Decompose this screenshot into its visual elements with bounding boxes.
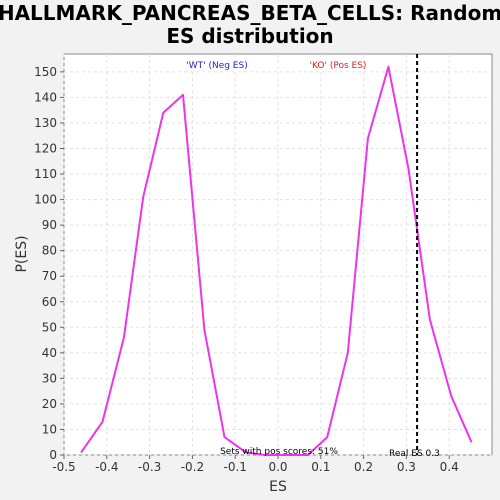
y-tick-label: 10 — [42, 422, 57, 436]
legend-neg-es: 'WT' (Neg ES) — [186, 61, 247, 71]
x-tick-label: -0.4 — [95, 460, 118, 474]
y-tick-label: 60 — [42, 295, 57, 309]
y-tick-label: 150 — [34, 65, 57, 79]
y-tick-label: 80 — [42, 244, 57, 258]
y-axis-label: P(ES) — [14, 235, 30, 272]
y-tick-label: 40 — [42, 346, 57, 360]
x-tick-label: 0.2 — [354, 460, 373, 474]
y-tick-label: 70 — [42, 269, 57, 283]
y-tick-label: 20 — [42, 397, 57, 411]
y-tick-label: 100 — [34, 193, 57, 207]
y-tick-label: 30 — [42, 371, 57, 385]
x-tick-label: -0.3 — [138, 460, 161, 474]
y-tick-label: 50 — [42, 320, 57, 334]
x-axis-ticks: -0.5 -0.4 -0.3 -0.2 -0.1 0.0 0.1 0.2 0.3 0.4 — [52, 455, 459, 474]
series-group — [80, 65, 473, 456]
x-tick-label: 0.4 — [440, 460, 459, 474]
x-tick-label: -0.1 — [223, 460, 246, 474]
y-tick-label: 140 — [34, 90, 57, 104]
chart-title-line1: HALLMARK_PANCREAS_BETA_CELLS: Random — [0, 1, 500, 25]
series-line — [80, 65, 473, 456]
legend-pos-es: 'KO' (Pos ES) — [310, 61, 367, 71]
chart-title-line2: ES distribution — [166, 24, 333, 48]
x-tick-label: 0.1 — [311, 460, 330, 474]
y-tick-label: 90 — [42, 218, 57, 232]
y-tick-label: 120 — [34, 142, 57, 156]
y-tick-label: 130 — [34, 116, 57, 130]
x-tick-label: 0.0 — [268, 460, 287, 474]
x-tick-label: 0.3 — [397, 460, 416, 474]
annotation-real-es: Real ES 0.3 — [389, 449, 440, 459]
y-axis-ticks: 0 10 20 30 40 50 60 70 80 90 100 110 120 130 140 150 — [34, 65, 64, 462]
grid-lines — [63, 54, 492, 456]
x-tick-label: -0.5 — [52, 460, 75, 474]
x-axis-label: ES — [269, 479, 287, 495]
annotation-sets-pos: Sets with pos scores: 51% — [220, 447, 338, 457]
y-tick-label: 110 — [34, 167, 57, 181]
x-tick-label: -0.2 — [181, 460, 204, 474]
y-tick-label: 0 — [49, 448, 57, 462]
